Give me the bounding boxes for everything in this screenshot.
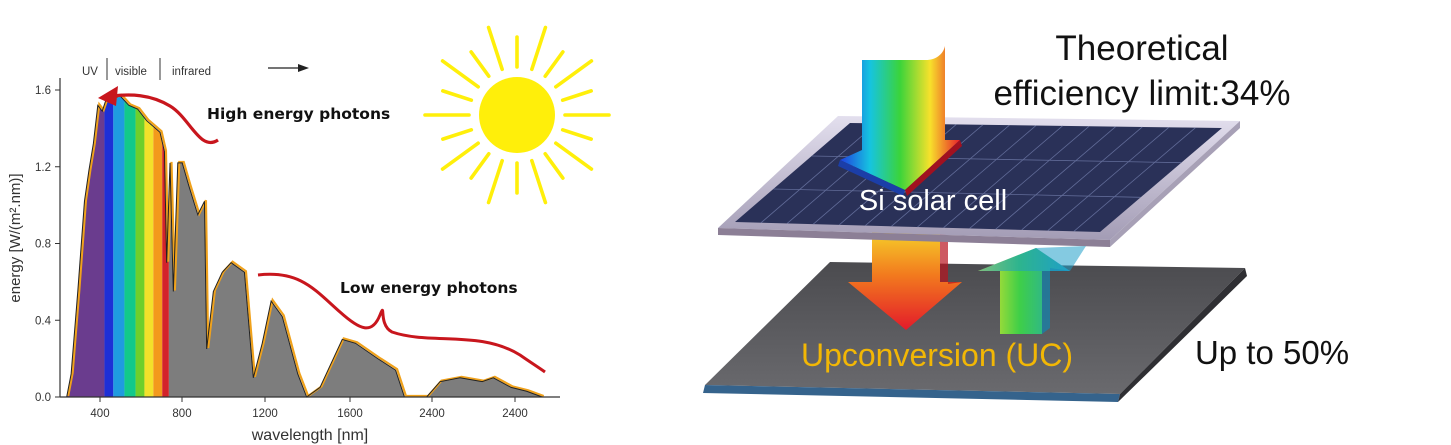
spectrum-band — [144, 117, 154, 398]
panel-cell-divider — [891, 124, 1010, 227]
sun-icon — [423, 25, 611, 205]
efficiency-label-line1: Theoretical — [1055, 29, 1228, 68]
sun-ray — [554, 59, 594, 89]
sun-ray — [554, 141, 594, 171]
y-tick-label: 0.8 — [35, 239, 51, 251]
uc-plate — [703, 262, 1247, 402]
high-energy-arrow-icon — [98, 86, 219, 144]
spectrum-band — [124, 100, 136, 397]
x-tick-label: 400 — [90, 408, 109, 420]
y-axis-label: energy [W/(m².nm)] — [7, 173, 24, 302]
spectrum-band — [153, 126, 163, 398]
sun-ray — [440, 59, 480, 89]
efficiency-label-line2: efficiency limit:34% — [994, 74, 1291, 113]
right-arrow-icon — [268, 64, 309, 72]
spectrum-chart: 0.0 0.4 0.8 1.2 1.6 400 800 1200 1600 2400 2400 e… — [7, 58, 560, 444]
spectrum-band — [135, 108, 145, 398]
solar-panel — [718, 116, 1240, 247]
sun-ray — [486, 25, 504, 72]
panel-cell-divider — [943, 125, 1063, 229]
panel-cell-divider — [1073, 127, 1196, 232]
up-arrow-icon — [978, 246, 1086, 334]
y-tick-label: 0.4 — [35, 315, 52, 327]
region-labels: UV visible infrared — [82, 58, 309, 80]
uc-limit-label: Up to 50% — [1195, 334, 1349, 371]
panel-cell-divider — [760, 123, 877, 224]
low-energy-label: Low energy photons — [340, 279, 518, 297]
down-arrow-icon — [848, 230, 962, 330]
spectrum-band — [104, 97, 114, 398]
sun-ray — [530, 158, 548, 205]
upconversion-diagram: Theoretical efficiency limit:34% Si sola… — [703, 29, 1349, 402]
x-ticks: 400 800 1200 1600 2400 2400 — [90, 397, 528, 420]
sun-ray — [440, 141, 480, 171]
sun-ray — [441, 128, 474, 141]
sun-ray — [441, 89, 474, 102]
panel-cell-divider — [1021, 126, 1143, 231]
region-label-uv: UV — [82, 66, 98, 78]
sun-ray — [530, 25, 548, 72]
y-tick-label: 1.2 — [35, 162, 51, 174]
region-label-infrared: infrared — [172, 66, 211, 78]
cell-label: Si solar cell — [859, 185, 1007, 217]
sun-ray — [469, 152, 491, 180]
low-energy-wave-icon — [257, 272, 546, 374]
spectrum-marks — [66, 93, 545, 398]
panel-cell-divider — [969, 125, 1090, 229]
x-axis-label: wavelength [nm] — [251, 427, 369, 444]
x-tick-label: 1200 — [252, 408, 278, 420]
uc-label: Upconversion (UC) — [801, 337, 1073, 373]
y-ticks: 0.0 0.4 0.8 1.2 1.6 — [35, 85, 60, 404]
panel-cell-divider — [1047, 126, 1170, 231]
spectrum-band — [113, 95, 125, 397]
spectrum-band — [162, 141, 169, 397]
x-tick-label: 2400 — [419, 408, 445, 420]
panel-cell-divider — [995, 126, 1116, 230]
sun-ray — [543, 152, 565, 180]
sun-ray — [543, 50, 565, 78]
y-tick-label: 1.6 — [35, 85, 51, 97]
region-label-visible: visible — [115, 66, 147, 78]
panel-cell-divider — [917, 125, 1037, 228]
sun-ray — [486, 158, 504, 205]
x-tick-label: 2400 — [502, 408, 528, 420]
panel-cell-divider — [773, 188, 1141, 198]
sun-ray — [560, 128, 593, 141]
sun-ray — [469, 50, 491, 78]
x-tick-label: 800 — [172, 408, 191, 420]
incoming-light-arrow-icon — [838, 46, 962, 196]
x-tick-label: 1600 — [337, 408, 363, 420]
y-tick-label: 0.0 — [35, 392, 51, 404]
high-energy-label: High energy photons — [207, 105, 390, 123]
sun-ray — [560, 89, 593, 102]
spectrum-band — [168, 162, 543, 397]
